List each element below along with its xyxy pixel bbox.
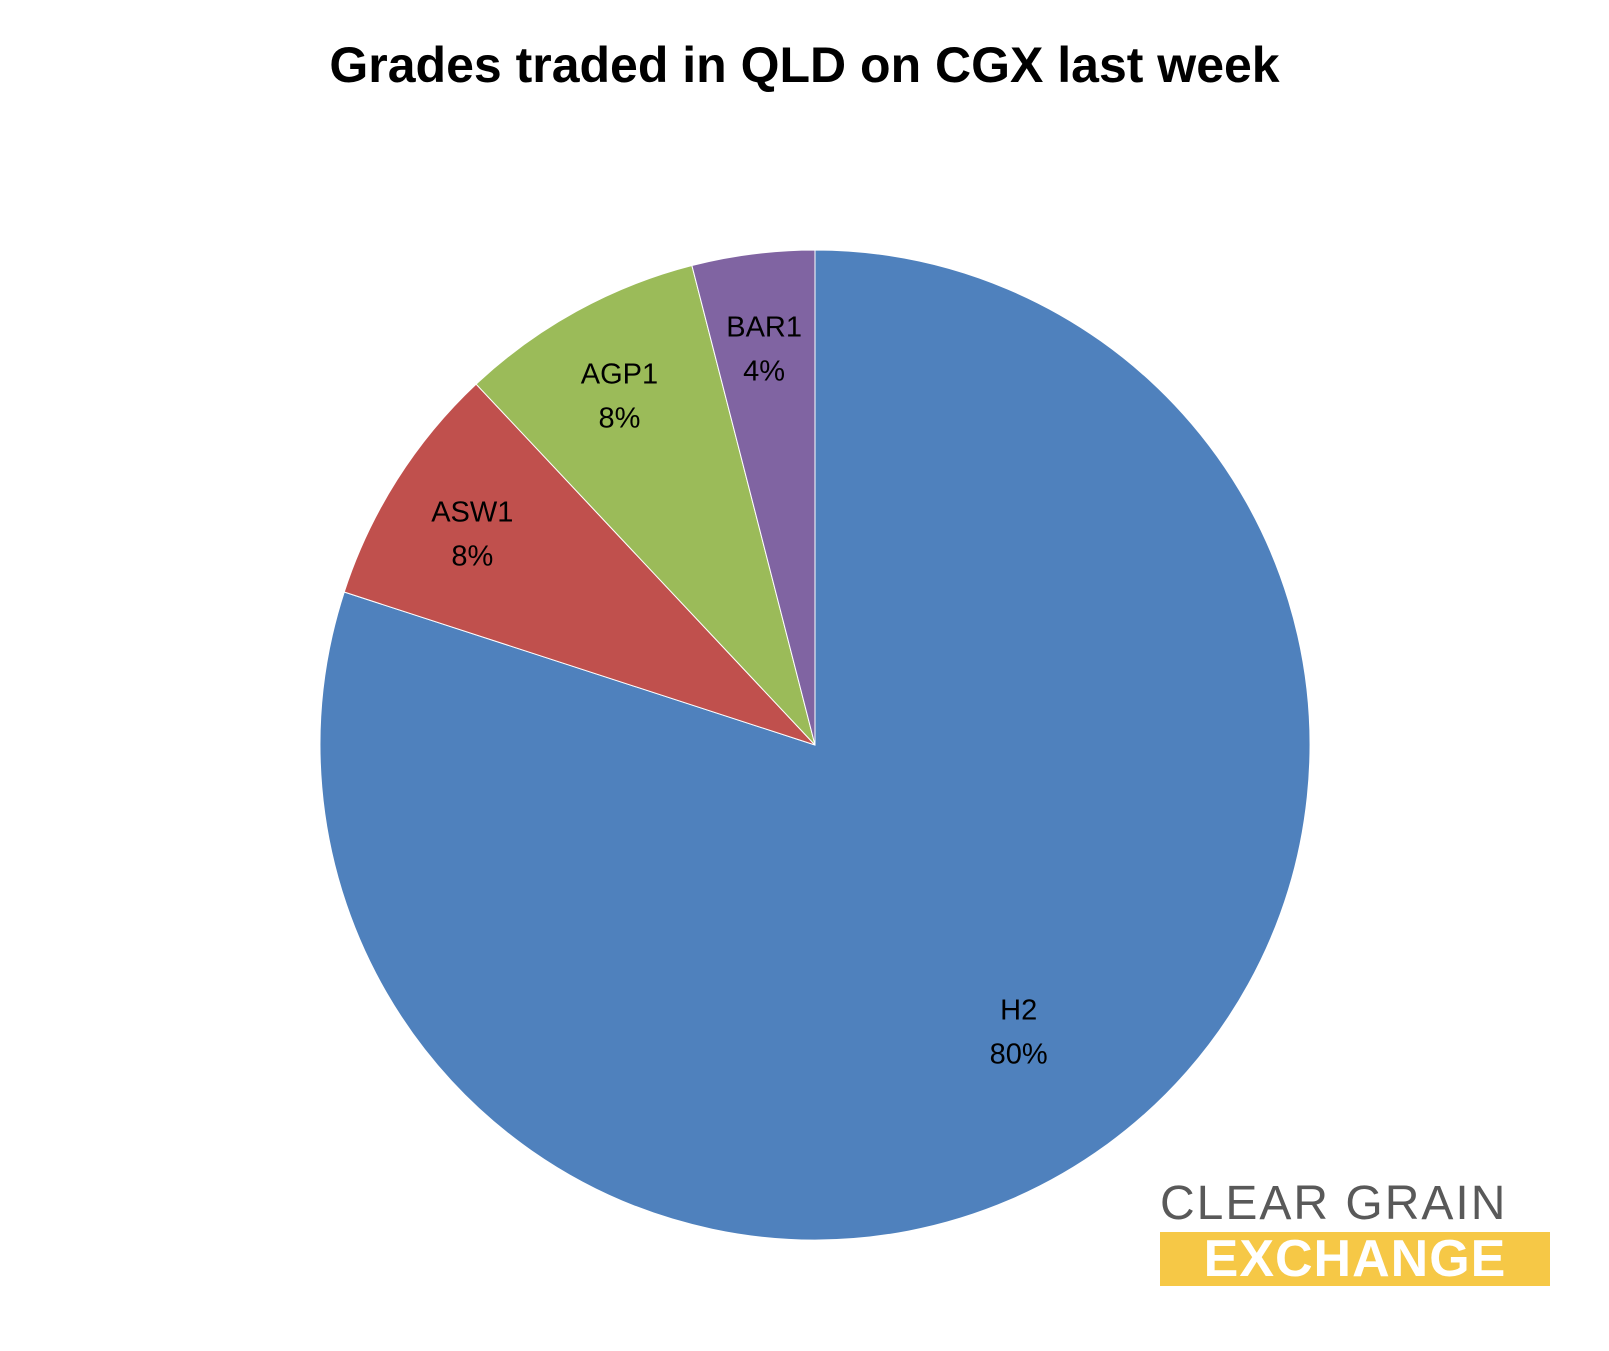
pie-slice-asw1 bbox=[343, 383, 816, 746]
slice-label-agp1: AGP1 bbox=[581, 358, 658, 390]
slice-value-bar1: 4% bbox=[743, 355, 785, 387]
slice-label-h2: H2 bbox=[1000, 994, 1037, 1026]
slice-value-h2: 80% bbox=[990, 1038, 1048, 1070]
slice-value-asw1: 8% bbox=[451, 541, 493, 573]
logo-line-2: EXCHANGE bbox=[1160, 1232, 1550, 1286]
logo-line-1: CLEAR GRAIN bbox=[1160, 1177, 1508, 1230]
chart-title: Grades traded in QLD on CGX last week bbox=[329, 37, 1280, 93]
slice-value-agp1: 8% bbox=[598, 402, 640, 434]
pie-slice-agp1 bbox=[475, 264, 816, 746]
slice-label-bar1: BAR1 bbox=[726, 311, 802, 343]
slice-label-asw1: ASW1 bbox=[431, 497, 513, 529]
pie-slice-bar1 bbox=[691, 249, 816, 746]
clear-grain-exchange-logo: CLEAR GRAIN EXCHANGE bbox=[1160, 1180, 1550, 1286]
